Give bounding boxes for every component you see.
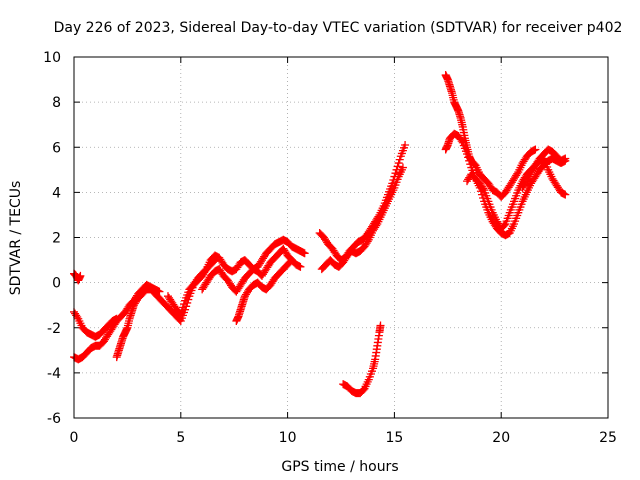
x-tick-label: 10 [279,430,297,446]
data-point [287,256,296,265]
x-tick-label: 25 [599,430,617,446]
y-axis-label: SDTVAR / TECUs [8,181,24,296]
data-point [479,184,488,193]
plot-frame [73,56,609,419]
data-point [394,159,403,168]
data-point [176,310,185,319]
data-point [393,162,402,171]
data-point [177,306,186,315]
x-tick-label: 20 [492,430,510,446]
series-arc-l [518,145,570,192]
x-tick-label: 5 [176,430,185,446]
data-point [300,249,309,258]
data-point [531,145,540,154]
series-arc-g [317,163,407,274]
grid-lines [74,57,608,418]
data-point [296,262,305,271]
series-arc-c [163,235,309,319]
y-tick-label: 4 [52,185,61,201]
x-axis-tick-labels: 0 5 10 15 20 25 [70,430,617,446]
data-point [178,303,187,312]
y-tick-label: 10 [43,50,61,66]
series-arc-h [339,321,385,398]
x-axis-label: GPS time / hours [281,459,398,475]
data-point [466,160,475,169]
y-tick-label: -6 [47,411,61,427]
data-point [76,271,85,280]
data-point [395,155,404,164]
data-point [398,163,407,172]
data-point [464,153,473,162]
data-point [286,257,295,266]
data-point [376,321,385,330]
y-tick-label: 8 [52,95,61,111]
data-point [561,154,570,163]
y-tick-label: 0 [52,276,61,292]
data-point [180,300,189,309]
y-axis-tick-labels: -6 -4 -2 0 2 4 6 8 10 [43,50,61,427]
data-point [457,137,466,146]
x-tick-label: 15 [385,430,403,446]
series-arc-e [232,256,296,325]
plot-area [70,71,570,398]
data-point [401,140,410,149]
data-point [463,150,472,159]
x-tick-label: 0 [70,430,79,446]
series-early-high-arc [70,269,85,285]
data-point [561,190,570,199]
y-tick-label: -4 [47,366,61,382]
y-tick-label: -2 [47,321,61,337]
y-tick-label: 6 [52,140,61,156]
chart-title: Day 226 of 2023, Sidereal Day-to-day VTE… [54,20,623,36]
y-tick-label: 2 [52,231,61,247]
data-point [465,156,474,165]
